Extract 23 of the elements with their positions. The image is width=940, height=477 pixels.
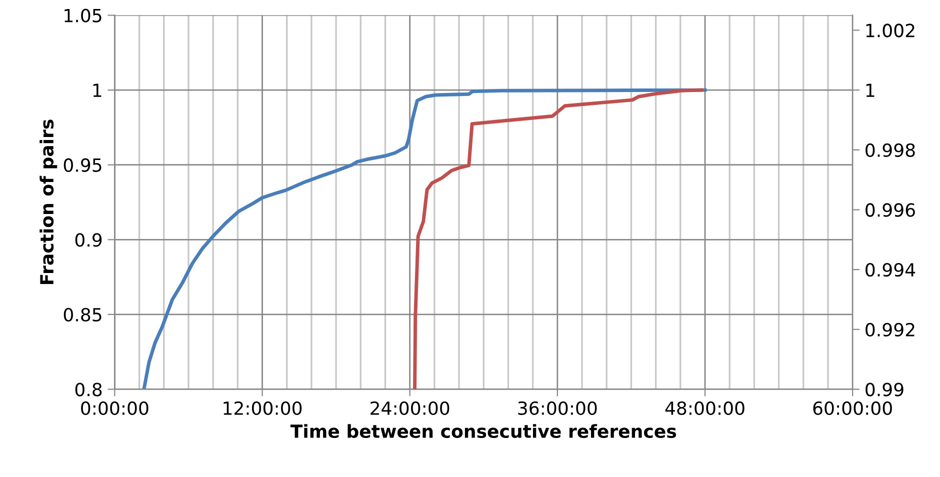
y-tick-label: 0.95	[64, 158, 102, 172]
y-tick-label: 0.9	[75, 233, 102, 247]
line-series	[142, 88, 707, 390]
y2-tick-label: 0.994	[866, 263, 916, 277]
y-tick-label: 0.85	[64, 308, 102, 322]
y2-tick-label: 1	[866, 84, 874, 97]
y2-tick-label: 0.992	[866, 322, 914, 337]
y-tick-label: 1.05	[64, 8, 102, 22]
y-tick-label: 1	[93, 84, 102, 97]
x-tick-label: 48:00:00	[665, 401, 744, 416]
x-tick-label: 36:00:00	[518, 401, 597, 416]
y2-tick-label: 1.002	[866, 24, 914, 38]
y2-tick-label: 0.996	[866, 203, 915, 217]
x-tick-label: 60:00:00	[813, 401, 892, 416]
x-tick-label: 0:00:00	[81, 401, 148, 416]
x-tick-label: 24:00:00	[370, 401, 450, 416]
x-axis-title: Time between consecutive references	[290, 424, 676, 438]
y2-tick-label: 0.99	[866, 382, 904, 396]
y2-tick-label: 0.998	[866, 143, 915, 158]
line-series	[413, 88, 704, 390]
x-tick-label: 12:00:00	[224, 401, 302, 416]
y-axis-title: Fraction of pairs	[40, 120, 58, 284]
y-tick-label: 0.8	[75, 382, 102, 396]
